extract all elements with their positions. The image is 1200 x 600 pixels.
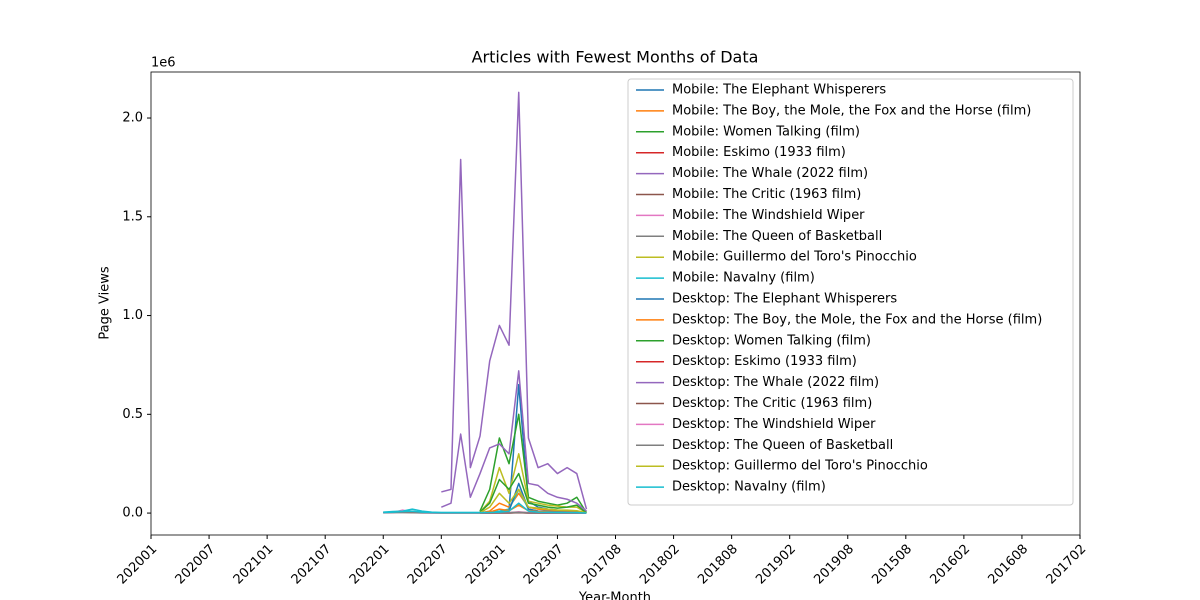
legend-label: Mobile: The Windshield Wiper	[672, 208, 865, 223]
series-line	[383, 502, 587, 514]
legend-label: Desktop: Guillermo del Toro's Pinocchio	[672, 459, 928, 474]
series-line	[479, 472, 587, 514]
series-line	[441, 370, 587, 512]
legend-label: Desktop: The Queen of Basketball	[672, 438, 893, 453]
legend-label: Desktop: The Windshield Wiper	[672, 417, 876, 432]
y-tick-label: 1.0	[122, 308, 143, 323]
legend: Mobile: The Elephant Whisperers Mobile: T…	[627, 78, 1074, 506]
legend-label: Desktop: The Critic (1963 film)	[672, 396, 872, 411]
legend-label: Desktop: The Boy, the Mole, the Fox and …	[672, 312, 1042, 327]
series-line	[441, 91, 588, 510]
x-axis-label: Year-Month	[578, 591, 651, 600]
y-multiplier: 1e6	[151, 56, 176, 71]
x-tick-label: 201908	[811, 542, 857, 588]
series-line	[480, 383, 587, 514]
legend-label: Desktop: The Elephant Whisperers	[672, 292, 897, 307]
x-tick-label: 202207	[405, 542, 451, 588]
x-tick-label: 202107	[289, 542, 335, 588]
x-tick-label: 202301	[463, 542, 509, 588]
x-tick-label: 201708	[579, 542, 625, 588]
legend-label: Desktop: Eskimo (1933 film)	[672, 354, 857, 369]
series-line	[479, 488, 587, 514]
x-tick-label: 201608	[986, 542, 1032, 588]
x-tick-label: 202307	[521, 542, 567, 588]
x-tick-label: 201902	[753, 542, 799, 588]
legend-label: Mobile: Eskimo (1933 film)	[672, 145, 846, 160]
y-tick-label: 0.5	[122, 407, 143, 422]
legend-label: Desktop: Women Talking (film)	[672, 333, 871, 348]
legend-label: Desktop: Navalny (film)	[672, 480, 826, 495]
y-tick-label: 2.0	[122, 111, 143, 126]
legend-label: Mobile: The Whale (2022 film)	[672, 166, 868, 181]
legend-label: Mobile: The Queen of Basketball	[672, 229, 882, 244]
legend-label: Mobile: Navalny (film)	[672, 271, 815, 286]
axes-frame	[150, 71, 1081, 536]
legend-box	[627, 78, 1074, 506]
legend-label: Mobile: Women Talking (film)	[672, 124, 860, 139]
x-tick-label: 201602	[927, 542, 973, 588]
legend-label: Mobile: The Boy, the Mole, the Fox and t…	[672, 103, 1031, 118]
y-tick-label: 0.0	[122, 506, 143, 521]
x-tick-label: 201808	[695, 542, 741, 588]
legend-label: Desktop: The Whale (2022 film)	[672, 375, 879, 390]
legend-label: Mobile: The Elephant Whisperers	[672, 83, 886, 98]
x-tick-label: 201802	[637, 542, 683, 588]
legend-label: Mobile: The Critic (1963 film)	[672, 187, 861, 202]
legend-label: Mobile: Guillermo del Toro's Pinocchio	[672, 250, 917, 265]
x-tick-label: 202101	[231, 542, 277, 588]
y-axis-label: Page Views	[98, 266, 113, 339]
series-line	[479, 413, 588, 514]
x-tick-label: 202201	[347, 542, 393, 588]
chart-title: Articles with Fewest Months of Data	[472, 48, 759, 67]
x-tick-label: 202001	[115, 542, 161, 588]
x-tick-label: 202007	[173, 542, 219, 588]
x-tick-label: 201508	[869, 542, 915, 588]
x-tick-label: 201702	[1044, 542, 1090, 588]
y-tick-label: 1.5	[122, 209, 143, 224]
